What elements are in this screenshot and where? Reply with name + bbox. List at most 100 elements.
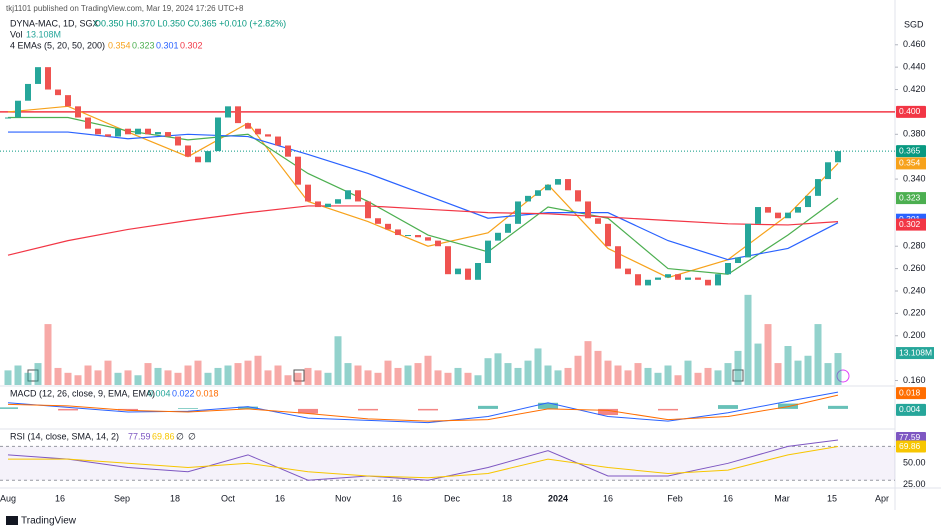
volume-bar — [254, 355, 262, 385]
volume-bar — [634, 363, 642, 385]
volume-badge — [896, 347, 934, 360]
macd-value: 0.004 — [148, 388, 171, 398]
x-tick-label: 18 — [502, 493, 512, 503]
volume-label: Vol — [10, 29, 23, 39]
candle — [795, 207, 801, 213]
candle — [275, 136, 281, 146]
x-tick-label: 16 — [392, 493, 402, 503]
volume-bar — [744, 294, 752, 385]
macd-histogram-bar — [418, 408, 438, 411]
macd-value: 0.022 — [172, 388, 195, 398]
ema-label: 4 EMAs (5, 20, 50, 200) — [10, 40, 105, 50]
candle — [225, 106, 231, 118]
x-tick-label: Feb — [667, 493, 683, 503]
y-tick-label: 0.340 — [903, 173, 926, 183]
volume-bar — [424, 355, 432, 385]
volume-bar — [704, 367, 712, 385]
price-badge-label: 69.86 — [899, 441, 921, 451]
y-tick-label: 0.460 — [903, 39, 926, 49]
x-tick-label: 16 — [603, 493, 613, 503]
volume-bar — [24, 372, 32, 385]
volume-bar — [564, 367, 572, 385]
x-tick-label: Sep — [114, 493, 130, 503]
logo — [6, 516, 18, 525]
price-badge-label: 0.018 — [899, 387, 921, 397]
price-badge — [896, 105, 926, 118]
currency: SGD — [904, 19, 924, 29]
macd-label: MACD (12, 26, close, 9, EMA, EMA) — [10, 388, 155, 398]
volume-bar — [304, 367, 312, 385]
price-badge-label: 77.59 — [899, 432, 921, 442]
volume-bar — [174, 372, 182, 385]
candle — [415, 235, 421, 238]
rsi-value: ∅ — [176, 431, 184, 441]
volume-bar — [74, 375, 82, 385]
volume-bar — [694, 372, 702, 385]
y-tick-label: 0.200 — [903, 330, 926, 340]
candle — [725, 263, 731, 275]
candle — [75, 106, 81, 118]
y-tick-label: 0.260 — [903, 263, 926, 273]
macd-histogram-bar — [598, 408, 618, 416]
volume-bar — [114, 372, 122, 385]
volume-bar — [724, 363, 732, 385]
candle — [645, 279, 651, 286]
macd-line — [7, 391, 839, 424]
volume-bar — [614, 365, 622, 385]
candle — [565, 179, 571, 191]
volume-bar — [504, 363, 512, 385]
candle — [215, 117, 221, 152]
volume-bar — [784, 346, 792, 385]
candle — [285, 145, 291, 157]
volume-bar — [444, 372, 452, 385]
candle — [205, 151, 211, 163]
volume-bar — [514, 367, 522, 385]
price-badge-label: 0.004 — [899, 404, 921, 414]
candle — [555, 179, 561, 185]
volume-bar — [234, 363, 242, 385]
rsi-tick-label: 25.00 — [903, 479, 926, 489]
candle — [835, 151, 841, 163]
macd-histogram-bar — [178, 408, 198, 409]
macd-histogram-bar — [478, 405, 498, 409]
volume-bar — [664, 365, 672, 385]
candle — [395, 229, 401, 236]
candle — [265, 134, 271, 137]
ema-value: 0.302 — [180, 40, 203, 50]
candle — [485, 240, 491, 264]
volume-bar — [454, 367, 462, 385]
candle — [105, 134, 111, 137]
volume-bar — [324, 372, 332, 385]
candle — [545, 184, 551, 191]
candle — [255, 128, 261, 135]
candle — [45, 67, 51, 90]
candle — [535, 190, 541, 196]
candle — [375, 218, 381, 224]
macd-histogram-bar — [658, 408, 678, 411]
logo-icon — [6, 516, 18, 525]
x-tick-label: Nov — [335, 493, 352, 503]
candle — [505, 223, 511, 233]
macd-histogram-bar — [118, 408, 138, 411]
volume-bar — [4, 370, 12, 385]
candle — [755, 207, 761, 224]
x-tick-label: 2024 — [548, 493, 568, 503]
volume-bar — [584, 341, 592, 385]
candle — [365, 201, 371, 219]
candle — [405, 235, 411, 237]
volume-bar — [104, 360, 112, 385]
rsi-value: 77.59 — [128, 431, 151, 441]
macd-histogram-bar — [828, 405, 848, 409]
x-tick-label: Oct — [221, 493, 236, 503]
rsi-tick-label: 50.00 — [903, 458, 926, 468]
candle — [5, 117, 11, 119]
volume-bar — [364, 370, 372, 385]
candle — [55, 89, 61, 96]
volume-value: 13.108M — [26, 29, 61, 39]
volume-bar — [44, 324, 52, 385]
candle — [435, 240, 441, 247]
volume-bar — [144, 363, 152, 385]
candle — [345, 190, 351, 200]
candle — [65, 95, 71, 107]
volume-bar — [524, 360, 532, 385]
